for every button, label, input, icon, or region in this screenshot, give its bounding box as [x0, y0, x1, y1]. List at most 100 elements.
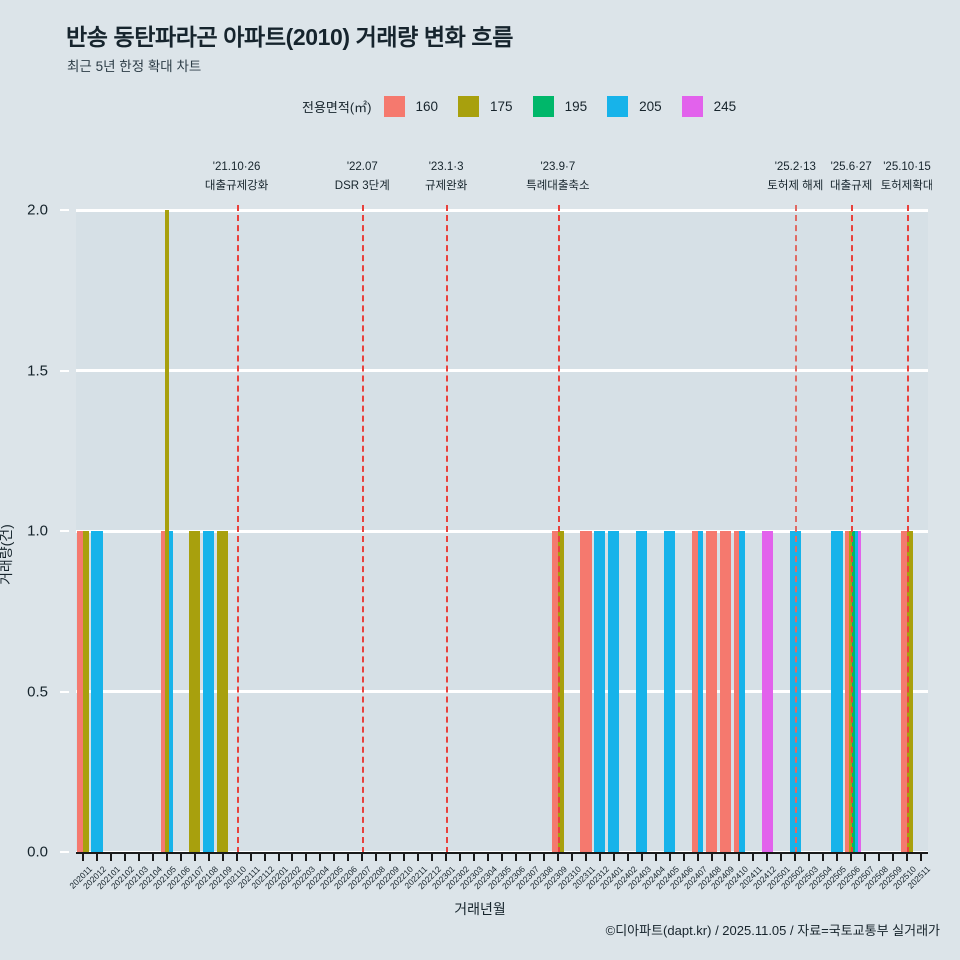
gridline-2.0 — [76, 208, 928, 212]
y-tick-mark-2.0 — [60, 209, 69, 211]
y-tick-label-1.5: 1.5 — [27, 362, 48, 379]
event-name-202207: DSR 3단계 — [334, 180, 390, 192]
x-tick-mark-202506 — [850, 852, 853, 861]
gridline-1.5 — [76, 369, 928, 372]
legend-item-195[interactable]: 195 — [532, 96, 600, 117]
bar-202011-160[interactable] — [77, 531, 83, 852]
x-tick-mark-202110 — [235, 852, 238, 861]
x-tick-mark-202409 — [724, 852, 727, 861]
x-tick-mark-202208 — [375, 852, 378, 861]
bar-202506-245[interactable] — [858, 531, 862, 852]
bar-202108-205[interactable] — [202, 531, 215, 852]
legend-item-245[interactable]: 245 — [681, 96, 749, 117]
legend-label-245: 245 — [713, 99, 737, 114]
x-tick-mark-202107 — [193, 852, 196, 861]
page-title: 반송 동탄파라곤 아파트(2010) 거래량 변화 흐름 — [66, 24, 513, 50]
bar-202309-160[interactable] — [552, 531, 558, 852]
event-name-202301: 규제완화 — [424, 180, 468, 192]
bar-202309-175[interactable] — [557, 531, 564, 852]
legend-item-175[interactable]: 175 — [458, 96, 525, 117]
bar-202505-205[interactable] — [831, 531, 843, 852]
event-label-202301: '23.1·3 규제완화 — [425, 158, 467, 196]
x-tick-mark-202108 — [207, 852, 210, 861]
bar-202410-205[interactable] — [739, 531, 746, 852]
x-tick-mark-202410 — [738, 852, 741, 861]
event-name-202309: 특례대출축소 — [526, 180, 590, 192]
event-line-202510 — [907, 205, 910, 853]
bar-202506-175[interactable] — [848, 531, 852, 852]
bar-202109-175[interactable] — [216, 531, 229, 852]
event-date-202110: '21.10·26 — [212, 161, 261, 173]
x-tick-mark-202303 — [473, 852, 476, 861]
x-tick-mark-202502 — [794, 852, 797, 861]
legend-label-160: 160 — [415, 99, 439, 114]
gridline-0.5 — [76, 690, 928, 693]
bar-202506-195[interactable] — [851, 531, 856, 852]
bar-202107-175[interactable] — [188, 531, 201, 852]
bar-202408-160[interactable] — [705, 531, 718, 852]
x-tick-mark-202508 — [878, 852, 881, 861]
event-line-202309 — [557, 205, 560, 853]
bar-202510-175[interactable] — [907, 531, 913, 852]
bar-202105-160[interactable] — [161, 531, 165, 852]
event-name-202506: 대출규제 — [830, 180, 873, 192]
bar-202412-245[interactable] — [761, 531, 774, 852]
x-tick-mark-202308 — [542, 852, 545, 861]
x-tick-mark-202101 — [109, 852, 112, 861]
bar-202105-175[interactable] — [164, 210, 169, 852]
x-tick-mark-202201 — [277, 852, 280, 861]
x-tick-mark-202204 — [319, 852, 322, 861]
x-tick-mark-202011 — [81, 852, 84, 861]
y-tick-label-0.0: 0.0 — [27, 843, 48, 861]
event-name-202110: 대출규제강화 — [204, 180, 269, 192]
event-date-202510: '25.10·15 — [883, 161, 931, 173]
bar-202011-175[interactable] — [82, 531, 89, 852]
bar-202401-205[interactable] — [608, 531, 620, 852]
legend-item-205[interactable]: 205 — [607, 96, 674, 117]
bar-202405-205[interactable] — [663, 531, 676, 852]
x-tick-mark-202511 — [920, 852, 923, 861]
x-tick-mark-202210 — [403, 852, 406, 861]
x-tick-mark-202105 — [165, 852, 168, 861]
legend-item-160[interactable]: 160 — [383, 96, 451, 117]
event-line-202207 — [362, 205, 365, 853]
legend-swatch-icon-160 — [383, 96, 405, 117]
legend-label-175: 175 — [490, 99, 513, 114]
legend-swatch-icon-205 — [607, 96, 629, 117]
x-tick-mark-202302 — [459, 852, 462, 861]
bar-202403-205[interactable] — [635, 531, 648, 852]
bar-202510-160[interactable] — [901, 531, 908, 852]
x-tick-mark-202507 — [864, 852, 867, 861]
y-tick-label-2.0: 2.0 — [27, 201, 48, 219]
bar-202409-160[interactable] — [719, 531, 732, 852]
bars-layer — [76, 210, 928, 852]
event-date-202309: '23.9·7 — [540, 161, 576, 173]
event-line-202506 — [851, 205, 854, 853]
bar-202407-160[interactable] — [691, 531, 698, 852]
x-tick-mark-202306 — [514, 852, 517, 861]
bar-202410-160[interactable] — [733, 531, 740, 852]
event-date-202506: '25.6·27 — [830, 161, 872, 173]
x-tick-mark-202212 — [431, 852, 434, 861]
event-label-202207: '22.07 DSR 3단계 — [335, 158, 390, 196]
x-tick-mark-202307 — [528, 852, 531, 861]
legend-swatch-icon-175 — [458, 96, 480, 117]
bar-202407-205[interactable] — [697, 531, 704, 852]
event-label-202510: '25.10·15 토허제확대 — [881, 158, 934, 196]
x-tick-mark-202510 — [906, 852, 909, 861]
y-tick-mark-0.0 — [60, 851, 69, 853]
bar-202506-205[interactable] — [855, 531, 859, 852]
event-line-202110 — [236, 205, 239, 853]
x-tick-mark-202505 — [836, 852, 839, 861]
bar-202506-160[interactable] — [845, 531, 849, 852]
x-tick-mark-202112 — [263, 852, 266, 861]
bar-202311-160[interactable] — [580, 531, 592, 852]
x-tick-mark-202509 — [892, 852, 895, 861]
x-tick-mark-202106 — [179, 852, 182, 861]
bar-202012-205[interactable] — [91, 531, 103, 852]
x-tick-mark-202206 — [347, 852, 350, 861]
x-tick-mark-202404 — [654, 852, 657, 861]
bar-202105-205[interactable] — [168, 531, 173, 852]
bar-202312-205[interactable] — [594, 531, 606, 852]
